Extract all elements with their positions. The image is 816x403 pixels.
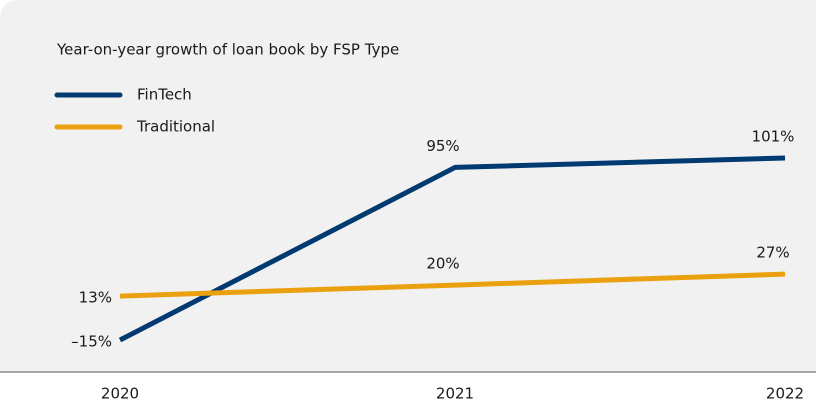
legend-label: FinTech: [137, 86, 192, 104]
data-label: –15%: [71, 333, 112, 351]
legend-label: Traditional: [136, 118, 215, 136]
series-line: [118, 155, 786, 343]
chart-title: Year-on-year growth of loan book by FSP …: [56, 41, 399, 59]
x-tick-label: 2021: [436, 385, 474, 403]
data-label: 101%: [752, 128, 795, 146]
data-label: 20%: [426, 255, 459, 273]
data-label: 95%: [426, 137, 459, 155]
series-line: [119, 271, 786, 299]
data-label: 27%: [756, 244, 789, 262]
data-label: 13%: [79, 289, 112, 307]
x-tick-label: 2020: [101, 385, 139, 403]
x-tick-label: 2022: [766, 385, 804, 403]
